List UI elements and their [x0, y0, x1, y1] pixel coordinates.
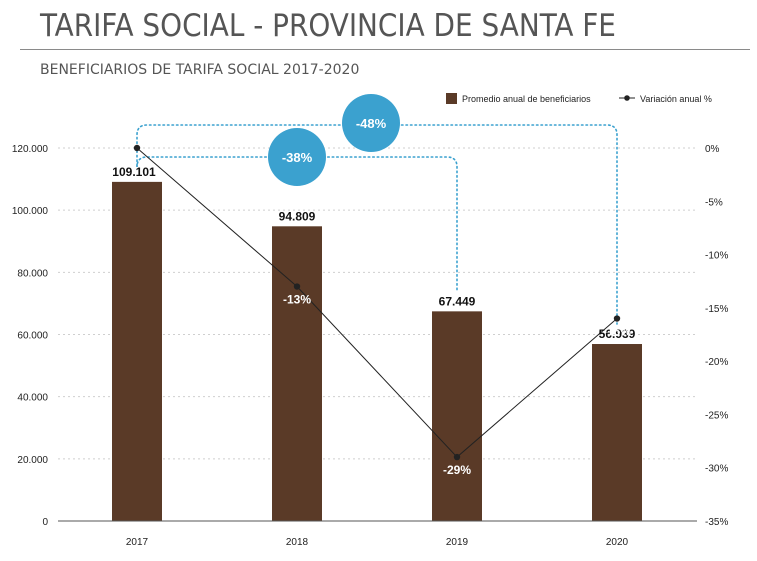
bar-value-label: 56.939: [599, 327, 636, 341]
y-right-tick-label: -25%: [705, 410, 728, 421]
variation-point: [293, 283, 301, 290]
variation-point: [453, 453, 461, 461]
variation-label: -13%: [283, 293, 311, 307]
bar-value-label: 109.101: [112, 165, 156, 179]
bar: [112, 181, 162, 521]
callout-label: -38%: [282, 150, 313, 165]
variation-label: -16%: [603, 325, 631, 339]
bar: [432, 311, 482, 521]
y-right-tick-label: -10%: [705, 251, 728, 262]
bar-value-label: 67.449: [439, 294, 476, 308]
y-right-tick-label: -5%: [705, 197, 723, 208]
x-tick-label: 2020: [606, 537, 629, 548]
variation-label: -29%: [443, 463, 471, 477]
y-right-tick-label: -20%: [705, 357, 728, 368]
callout-bubble: [342, 94, 400, 152]
y-right-tick-label: -35%: [705, 517, 728, 528]
legend-label-bars: Promedio anual de beneficiarios: [462, 94, 591, 104]
y-left-tick-label: 100.000: [12, 206, 49, 217]
legend-marker-line: [624, 95, 630, 101]
x-tick-label: 2019: [446, 537, 469, 548]
y-left-tick-label: 0: [42, 517, 48, 528]
variation-line: [136, 147, 618, 458]
variation-point: [133, 144, 141, 152]
x-tick-label: 2018: [286, 537, 309, 548]
callout-bubble: [268, 128, 326, 186]
callout-connector: [136, 124, 618, 325]
y-right-tick-label: 0%: [705, 144, 720, 155]
bar-value-label: 94.809: [279, 209, 316, 223]
bar: [592, 344, 642, 521]
y-left-tick-label: 80.000: [17, 268, 48, 279]
legend-label-line: Variación anual %: [640, 94, 712, 104]
title-divider: [20, 49, 750, 50]
x-tick-label: 2017: [126, 537, 149, 548]
y-left-tick-label: 60.000: [17, 331, 48, 342]
page-title: TARIFA SOCIAL - PROVINCIA DE SANTA FE: [40, 8, 616, 44]
legend-swatch-bars: [446, 93, 457, 104]
bar: [272, 226, 322, 521]
y-left-tick-label: 120.000: [12, 144, 49, 155]
variation-point: [613, 315, 621, 322]
y-right-tick-label: -30%: [705, 464, 728, 475]
y-left-tick-label: 40.000: [17, 393, 48, 404]
y-left-tick-label: 20.000: [17, 455, 48, 466]
chart-subtitle: BENEFICIARIOS DE TARIFA SOCIAL 2017-2020: [40, 62, 360, 78]
y-right-tick-label: -15%: [705, 304, 728, 315]
callout-label: -48%: [356, 116, 387, 131]
